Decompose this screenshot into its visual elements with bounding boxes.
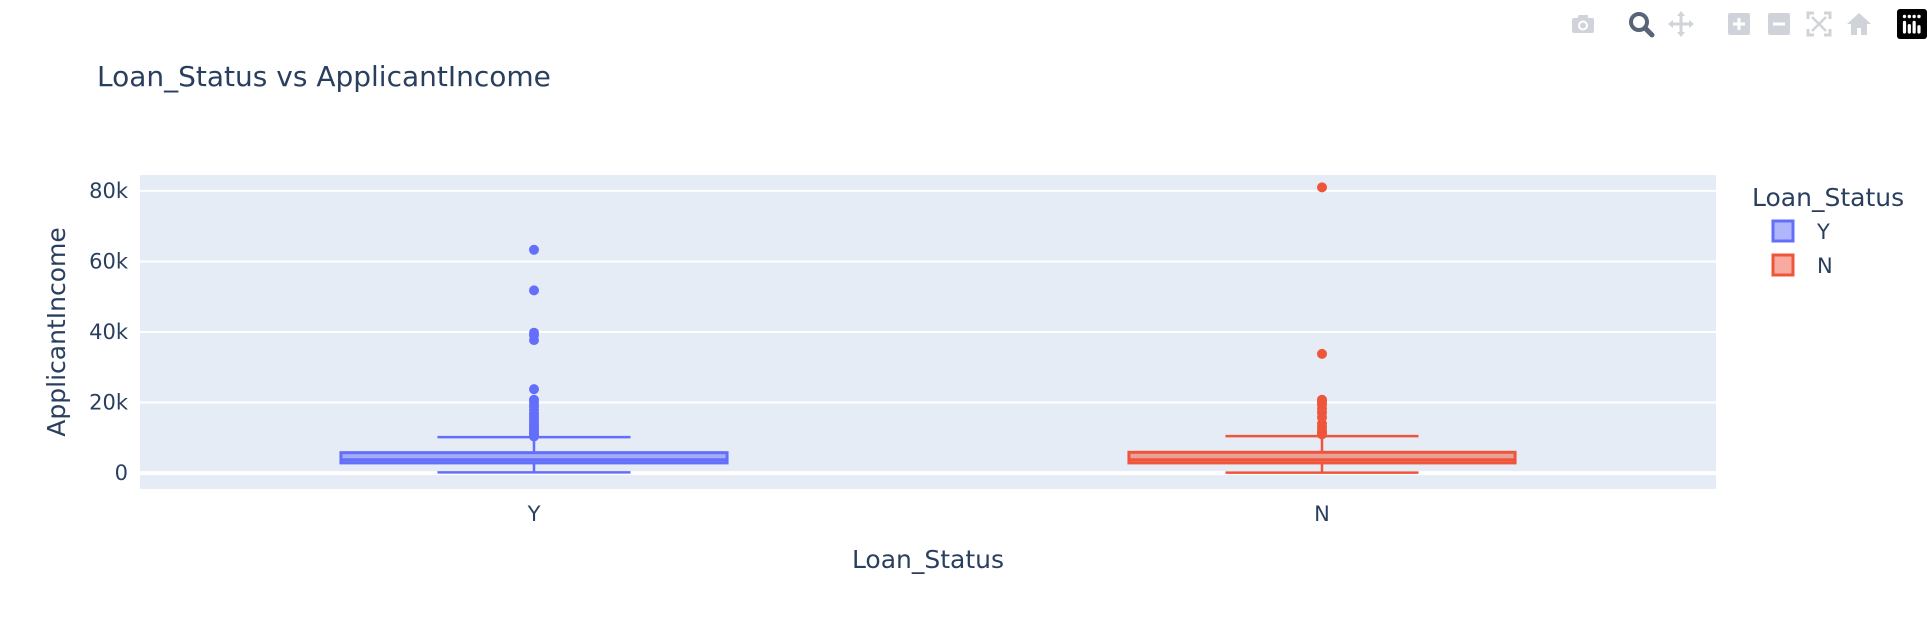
legend-swatch: [1771, 219, 1795, 243]
modebar-group: [1563, 6, 1603, 42]
legend-item-N[interactable]: N: [1771, 253, 1833, 278]
autoscale-icon[interactable]: [1799, 6, 1839, 42]
y-tick-label: 80k: [89, 179, 129, 203]
y-axis-title: ApplicantIncome: [42, 227, 71, 436]
modebar-group: [1897, 9, 1931, 39]
plotly-logo-icon[interactable]: [1897, 9, 1927, 39]
y-axis-ticks: 0 20k 40k 60k 80k: [89, 179, 129, 485]
pan-icon[interactable]: [1661, 6, 1701, 42]
x-tick-label: Y: [527, 502, 541, 526]
outlier-point[interactable]: [529, 244, 539, 255]
legend-swatch: [1771, 253, 1795, 277]
y-tick-label: 40k: [89, 320, 129, 344]
zoom-in-icon[interactable]: [1719, 6, 1759, 42]
x-tick-label: N: [1314, 502, 1330, 526]
legend-item-Y[interactable]: Y: [1771, 219, 1830, 244]
modebar: [1545, 6, 1931, 42]
legend-label: N: [1817, 254, 1833, 278]
box-iqr[interactable]: [339, 451, 729, 465]
legend-title: Loan_Status: [1752, 183, 1904, 212]
zoom-out-icon[interactable]: [1759, 6, 1799, 42]
box-iqr[interactable]: [1127, 450, 1517, 465]
reset-axes-icon[interactable]: [1839, 6, 1879, 42]
outlier-point[interactable]: [1317, 182, 1327, 193]
outlier-point[interactable]: [529, 285, 539, 296]
box-trace-N[interactable]: [1127, 182, 1517, 474]
grid-lines: [140, 189, 1716, 476]
box-traces[interactable]: [339, 182, 1517, 474]
outlier-point[interactable]: [529, 394, 539, 405]
y-tick-label: 20k: [89, 391, 129, 415]
camera-icon[interactable]: [1563, 6, 1603, 42]
zoom-icon[interactable]: [1621, 6, 1661, 42]
x-axis-title: Loan_Status: [852, 545, 1004, 574]
chart-title: Loan_Status vs ApplicantIncome: [97, 60, 551, 93]
y-tick-label: 60k: [89, 249, 129, 273]
modebar-group: [1621, 6, 1701, 42]
y-tick-label: 0: [115, 461, 128, 485]
outlier-point[interactable]: [529, 384, 539, 395]
box-trace-Y[interactable]: [339, 244, 729, 474]
legend[interactable]: Loan_Status YN: [1752, 183, 1904, 278]
legend-label: Y: [1816, 220, 1830, 244]
outlier-point[interactable]: [1317, 394, 1327, 405]
outlier-point[interactable]: [529, 327, 539, 338]
outlier-point[interactable]: [1317, 348, 1327, 359]
modebar-group: [1719, 6, 1879, 42]
